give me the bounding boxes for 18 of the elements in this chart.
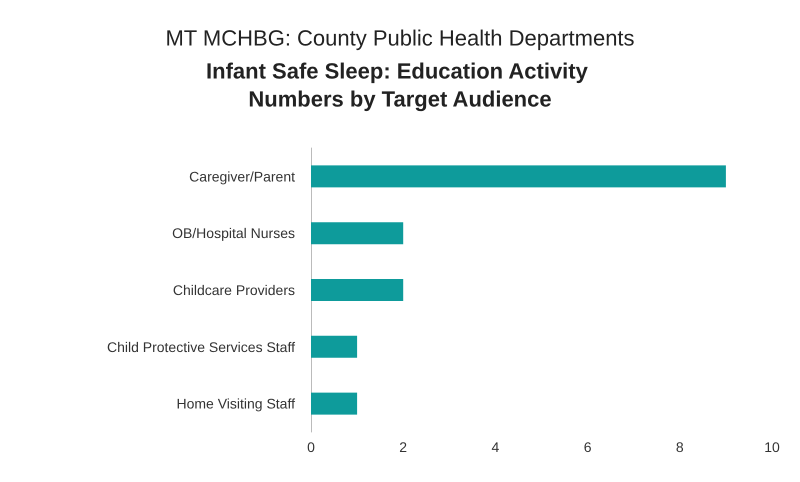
y-tick-label: OB/Hospital Nurses — [172, 225, 295, 242]
x-tick-label: 2 — [399, 439, 408, 455]
bar — [311, 279, 404, 301]
x-tick-label: 4 — [492, 439, 500, 455]
y-tick-label: Childcare Providers — [172, 282, 295, 298]
x-tick-label: 0 — [307, 439, 316, 455]
bar — [311, 336, 358, 358]
x-tick-label: 10 — [764, 439, 780, 455]
y-tick-label: Child Protective Services Staff — [106, 338, 296, 355]
y-tick-label: Caregiver/Parent — [189, 168, 296, 184]
bar — [311, 222, 404, 244]
x-tick-label: 6 — [584, 439, 592, 455]
bar — [311, 392, 358, 415]
x-tick-label: 8 — [676, 439, 684, 455]
chart-title: MT MCHBG: County Public Health Departments — [165, 26, 635, 50]
chart-subtitle: Infant Safe Sleep: Education Activity Numbers by Target Audience — [206, 58, 594, 112]
y-tick-label: Home Visiting Staff — [176, 396, 296, 412]
bar — [311, 165, 726, 188]
